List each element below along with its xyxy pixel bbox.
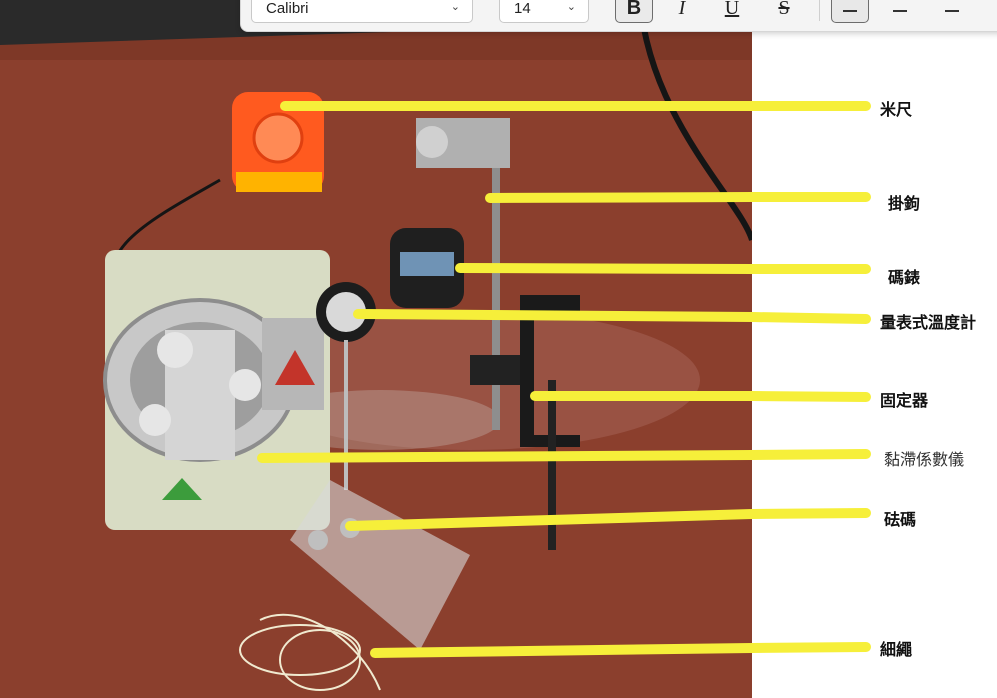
align-right-button[interactable] <box>933 0 971 23</box>
underline-icon: U <box>724 0 740 19</box>
string <box>239 613 381 691</box>
label-dial-thermometer[interactable]: 量表式溫度計 <box>880 313 977 332</box>
align-center-icon <box>893 10 907 12</box>
clamp <box>470 295 580 550</box>
stopwatch <box>390 228 464 308</box>
leader-line <box>370 643 752 658</box>
label-string[interactable]: 細繩 <box>880 640 913 659</box>
leader-line <box>257 450 752 463</box>
label-hook[interactable]: 掛鉤 <box>888 194 921 213</box>
apparatus-photo <box>0 0 752 698</box>
italic-button[interactable]: I <box>663 0 701 23</box>
chevron-down-icon: ⌄ <box>566 1 576 13</box>
label-stopwatch[interactable]: 碼錶 <box>888 268 921 287</box>
align-left-button[interactable] <box>831 0 869 23</box>
font-name-dropdown[interactable]: Calibri ⌄ <box>251 0 473 23</box>
label-viscometer[interactable]: 黏滯係數儀 <box>884 450 965 469</box>
align-center-button[interactable] <box>881 0 919 23</box>
align-left-icon <box>843 10 857 12</box>
label-ruler[interactable]: 米尺 <box>880 100 913 119</box>
bold-icon: B <box>626 0 642 19</box>
dial-thermometer <box>316 282 376 490</box>
strikethrough-button[interactable]: S <box>765 0 803 23</box>
leader-line <box>485 192 752 203</box>
font-size-value: 14 <box>514 0 531 17</box>
leader-extensions <box>752 101 871 653</box>
bold-button[interactable]: B <box>615 0 653 23</box>
leader-line <box>345 509 752 531</box>
italic-icon: I <box>678 0 686 19</box>
underline-button[interactable]: U <box>713 0 751 23</box>
chevron-down-icon: ⌄ <box>450 1 460 13</box>
leader-line <box>353 309 752 322</box>
label-weights[interactable]: 砝碼 <box>884 510 917 529</box>
strikethrough-icon: S <box>778 0 790 19</box>
tape-measure <box>232 92 324 192</box>
label-clamp[interactable]: 固定器 <box>880 391 929 410</box>
format-toolbar: Calibri ⌄ 14 ⌄ B I U S <box>240 0 997 32</box>
align-right-icon <box>945 10 959 12</box>
font-size-dropdown[interactable]: 14 ⌄ <box>499 0 589 23</box>
viscometer <box>103 250 330 530</box>
hook-stand <box>416 118 510 430</box>
leader-line <box>455 263 752 274</box>
font-name-value: Calibri <box>266 0 309 17</box>
toolbar-divider <box>819 0 820 21</box>
